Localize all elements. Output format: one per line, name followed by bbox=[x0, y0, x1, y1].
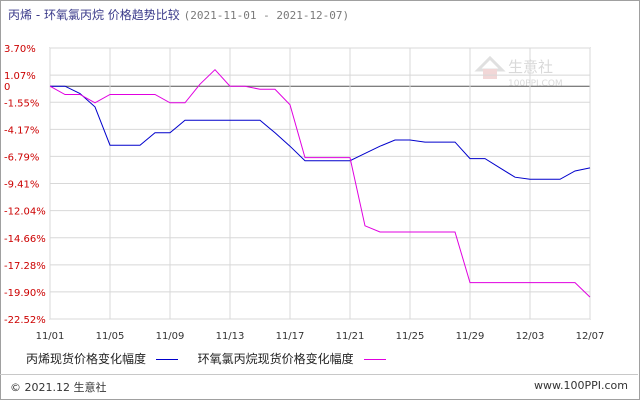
watermark-brand: 生意社 bbox=[508, 58, 553, 76]
y-tick-label: -9.41% bbox=[4, 180, 39, 191]
x-tick-label: 11/25 bbox=[396, 331, 425, 342]
y-tick-label: -17.28% bbox=[4, 261, 46, 272]
y-tick-label: -6.79% bbox=[4, 152, 39, 163]
watermark-logo: 生意社 100PPI.COM bbox=[474, 55, 563, 89]
x-tick-label: 11/09 bbox=[156, 331, 185, 342]
y-tick-label: -22.52% bbox=[4, 315, 46, 326]
legend-item-series1: 丙烯现货价格变化幅度 bbox=[26, 350, 178, 367]
legend-label-series1: 丙烯现货价格变化幅度 bbox=[26, 352, 147, 366]
y-tick-label: 0 bbox=[4, 82, 10, 93]
x-tick-label: 11/01 bbox=[36, 331, 65, 342]
y-tick-label: -14.66% bbox=[4, 234, 46, 245]
footer: © 2021.12 生意社 www.100PPI.com bbox=[0, 374, 638, 397]
chart-title: 丙烯 - 环氧氯丙烷 价格趋势比较 (2021-11-01 - 2021-12-… bbox=[8, 6, 349, 23]
series-line-2 bbox=[49, 68, 591, 298]
y-tick-label: 1.07% bbox=[4, 71, 36, 82]
watermark-house-icon bbox=[483, 69, 497, 79]
chart-title-range: (2021-11-01 - 2021-12-07) bbox=[183, 9, 350, 22]
x-tick-label: 11/05 bbox=[96, 331, 125, 342]
chart-legend: 丙烯现货价格变化幅度 环氧氯丙烷现货价格变化幅度 bbox=[26, 350, 402, 367]
legend-swatch-series1 bbox=[155, 359, 178, 360]
legend-label-series2: 环氧氯丙烷现货价格变化幅度 bbox=[197, 352, 354, 366]
watermark-site: 100PPI.COM bbox=[508, 79, 563, 89]
watermark-roof-icon bbox=[474, 55, 506, 72]
footer-copyright: © 2021.12 生意社 bbox=[10, 381, 107, 394]
y-tick-label: 3.70% bbox=[4, 44, 36, 55]
chart-title-main: 丙烯 - 环氧氯丙烷 价格趋势比较 bbox=[8, 8, 180, 22]
x-tick-label: 11/13 bbox=[216, 331, 245, 342]
x-tick-label: 12/07 bbox=[576, 331, 605, 342]
series-line-1 bbox=[50, 85, 591, 180]
x-tick-label: 12/03 bbox=[516, 331, 545, 342]
legend-item-series2: 环氧氯丙烷现货价格变化幅度 bbox=[198, 350, 386, 367]
y-tick-label: -1.55% bbox=[4, 98, 39, 109]
x-tick-label: 11/29 bbox=[456, 331, 485, 342]
y-tick-label: -19.90% bbox=[4, 288, 46, 299]
y-tick-label: -12.04% bbox=[4, 207, 46, 218]
x-tick-label: 11/21 bbox=[336, 331, 365, 342]
legend-swatch-series2 bbox=[363, 359, 386, 360]
y-tick-label: -4.17% bbox=[4, 125, 39, 136]
x-tick-label: 11/17 bbox=[276, 331, 305, 342]
footer-url[interactable]: www.100PPI.com bbox=[534, 379, 628, 392]
